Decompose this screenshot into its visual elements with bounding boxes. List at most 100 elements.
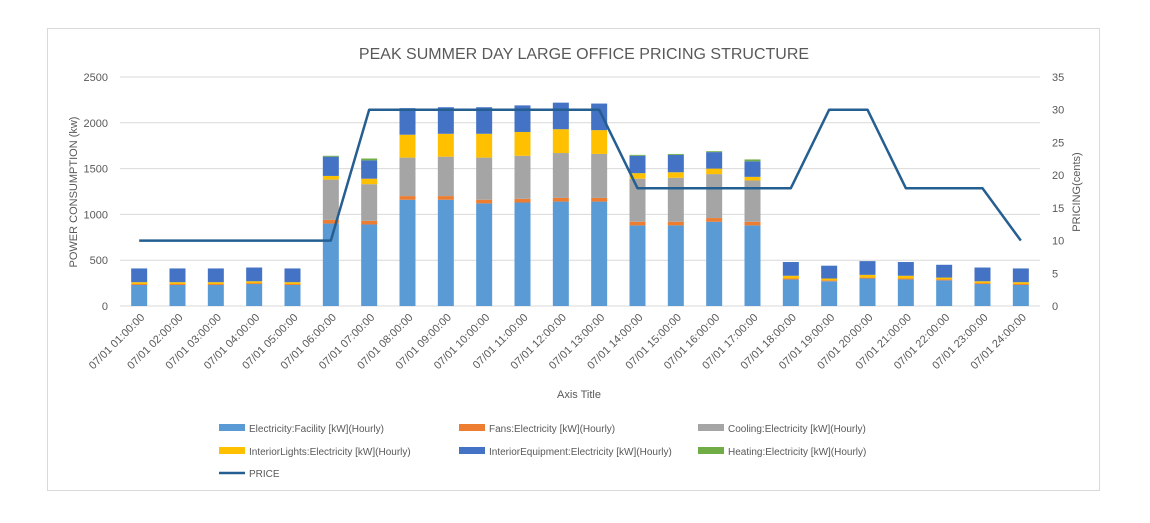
bar-segment-2 [284, 284, 301, 285]
bar-segment-5 [361, 160, 378, 179]
bar-segment-2 [591, 197, 608, 202]
bar-segment-1 [744, 225, 761, 306]
legend-label: InteriorEquipment:Electricity [kW](Hourl… [489, 447, 672, 458]
bar-segment-2 [514, 198, 531, 203]
bar-segment-3 [629, 178, 646, 222]
bar-segment-5 [246, 267, 263, 282]
bar-segment-2 [821, 280, 838, 282]
bar-segment-1 [207, 284, 224, 306]
legend-swatch [459, 424, 485, 431]
y2-axis-title: PRICING(cents) [1071, 152, 1083, 231]
bar-segment-4 [322, 175, 339, 180]
y-axis-title: POWER CONSUMPTION (kw) [68, 117, 80, 268]
bar-segment-1 [552, 201, 569, 306]
bar-segment-2 [246, 283, 263, 285]
bar-segment-6 [706, 151, 723, 153]
bar-segment-5 [552, 102, 569, 130]
bar-segment-1 [361, 224, 378, 306]
bar-segment-4 [897, 275, 914, 279]
bar-segment-5 [667, 154, 684, 173]
bar-segment-4 [476, 133, 493, 158]
legend-label: Electricity:Facility [kW](Hourly) [249, 424, 384, 435]
bar-segment-4 [706, 168, 723, 175]
bar-segment-4 [591, 130, 608, 154]
bar-segment-1 [897, 279, 914, 306]
bar-segment-3 [591, 153, 608, 198]
bar-segment-4 [284, 282, 301, 285]
bar-segment-1 [782, 279, 799, 306]
bar-segment-4 [361, 178, 378, 185]
bar-segment-1 [974, 284, 991, 306]
bar-segment-4 [514, 131, 531, 156]
y2-tick-label: 5 [1052, 268, 1058, 280]
legend-label: PRICE [249, 469, 280, 480]
bar-segment-1 [322, 223, 339, 306]
bar-segment-5 [936, 264, 953, 278]
bar-segment-5 [169, 268, 186, 283]
legend-swatch [459, 447, 485, 454]
bar-segment-1 [437, 199, 454, 306]
bar-segment-3 [667, 177, 684, 222]
bar-segment-2 [476, 199, 493, 204]
bar-segment-3 [437, 156, 454, 197]
bar-segment-2 [897, 278, 914, 280]
bar-segment-1 [131, 284, 148, 306]
bar-segment-2 [1012, 284, 1029, 285]
chart-frame [47, 28, 1100, 491]
y2-tick-label: 20 [1052, 170, 1064, 182]
y-axis-ticks: 0 500 1000 1500 2000 2500 [84, 72, 108, 313]
bar-segment-5 [591, 103, 608, 131]
y2-tick-label: 0 [1052, 301, 1058, 313]
y-tick-label: 2000 [84, 118, 108, 130]
bar-segment-4 [169, 282, 186, 285]
legend-swatch [219, 424, 245, 431]
price-line-layer [139, 108, 1022, 242]
bar-segment-3 [361, 184, 378, 221]
bar-segment-1 [667, 225, 684, 306]
bar-segment-6 [322, 155, 339, 157]
bar-segment-5 [322, 156, 339, 176]
bar-segment-2 [131, 284, 148, 285]
y-tick-label: 1500 [84, 164, 108, 176]
bar-segment-2 [744, 221, 761, 226]
legend-label: Fans:Electricity [kW](Hourly) [489, 424, 615, 435]
bar-segment-4 [437, 133, 454, 157]
bar-segment-6 [744, 159, 761, 162]
bar-segment-2 [859, 277, 876, 279]
legend-label: Cooling:Electricity [kW](Hourly) [728, 424, 866, 435]
bar-segment-5 [744, 161, 761, 177]
bar-segment-5 [782, 262, 799, 276]
gridlines [120, 76, 1040, 307]
bar-segment-2 [552, 197, 569, 202]
bar-segment-2 [667, 221, 684, 226]
bar-segment-5 [437, 107, 454, 134]
y-tick-label: 2500 [84, 72, 108, 84]
legend-label: InteriorLights:Electricity [kW](Hourly) [249, 447, 411, 458]
bar-segment-2 [437, 196, 454, 200]
bar-segment-1 [246, 284, 263, 306]
bar-segment-5 [706, 152, 723, 169]
bar-segment-4 [744, 176, 761, 181]
chart-title: PEAK SUMMER DAY LARGE OFFICE PRICING STR… [359, 46, 809, 63]
bar-segment-4 [246, 281, 263, 284]
bar-layer [131, 102, 1029, 306]
bar-segment-6 [361, 158, 378, 161]
y2-tick-label: 35 [1052, 72, 1064, 84]
bar-segment-2 [974, 283, 991, 285]
y2-axis-ticks: 0 5 10 15 20 25 30 35 [1052, 72, 1064, 313]
price-line [139, 108, 1022, 242]
bar-segment-1 [169, 284, 186, 306]
bar-segment-1 [629, 225, 646, 306]
bar-segment-2 [322, 219, 339, 224]
bar-segment-5 [859, 261, 876, 275]
bar-segment-1 [859, 278, 876, 306]
bar-segment-5 [131, 268, 148, 283]
bar-segment-5 [974, 267, 991, 282]
y2-tick-label: 30 [1052, 105, 1064, 117]
bar-segment-5 [207, 268, 224, 283]
bar-segment-3 [552, 153, 569, 198]
legend-swatch [219, 447, 245, 454]
bar-segment-5 [1012, 268, 1029, 283]
bar-segment-5 [284, 268, 301, 283]
bar-segment-5 [399, 108, 416, 135]
